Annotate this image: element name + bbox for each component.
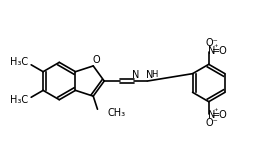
Text: H₃C: H₃C <box>10 57 28 67</box>
Text: O⁻: O⁻ <box>205 118 218 128</box>
Text: O: O <box>92 55 100 65</box>
Text: =O: =O <box>212 45 227 56</box>
Text: =O: =O <box>212 110 227 121</box>
Text: H: H <box>151 70 158 79</box>
Text: N: N <box>132 70 139 80</box>
Text: N: N <box>208 45 215 56</box>
Text: O⁻: O⁻ <box>205 38 218 48</box>
Text: CH₃: CH₃ <box>107 108 126 118</box>
Text: N: N <box>146 70 153 80</box>
Text: N: N <box>208 110 215 121</box>
Text: H₃C: H₃C <box>10 95 28 105</box>
Text: ⁺: ⁺ <box>213 107 218 116</box>
Text: ⁺: ⁺ <box>213 43 218 52</box>
